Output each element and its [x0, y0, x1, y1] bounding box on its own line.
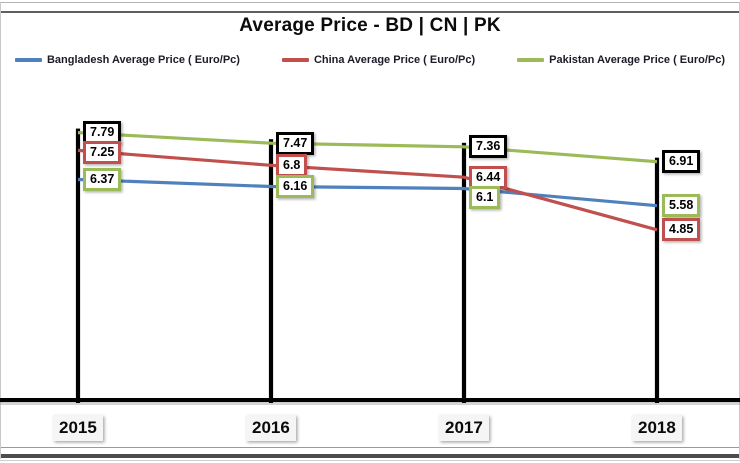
- x-axis-shadow-line: [0, 403, 740, 405]
- data-label: 6.91: [662, 150, 701, 174]
- x-axis-tick-label-2015: 2015: [53, 415, 103, 441]
- legend-line-swatch-icon: [281, 58, 309, 62]
- legend-label: Bangladesh Average Price ( Euro/Pc): [46, 54, 240, 66]
- legend-label: Pakistan Average Price ( Euro/Pc): [549, 54, 726, 66]
- series-line-1: [77, 148, 658, 232]
- data-label: 7.36: [469, 135, 508, 159]
- category-drop-line-2016: [268, 139, 274, 403]
- legend-item-1: China Average Price ( Euro/Pc): [281, 54, 476, 66]
- legend-item-0: Bangladesh Average Price ( Euro/Pc): [14, 54, 240, 66]
- legend-line-swatch-icon: [517, 58, 545, 62]
- legend-item-2: Pakistan Average Price ( Euro/Pc): [517, 54, 725, 66]
- frame-bottom-edge-line: [0, 460, 740, 461]
- category-drop-line-2018: [654, 157, 660, 403]
- data-label: 7.47: [276, 131, 315, 155]
- data-label: 6.1: [469, 185, 501, 209]
- category-drop-line-2017: [461, 142, 467, 403]
- category-drop-line-2015: [75, 128, 81, 403]
- data-label: 6.8: [276, 153, 308, 177]
- data-label: 6.44: [469, 165, 508, 189]
- x-axis-tick-label-2016: 2016: [246, 415, 296, 441]
- series-line-2: [77, 131, 658, 164]
- series-line-0: [77, 177, 658, 208]
- chart-legend: Bangladesh Average Price ( Euro/Pc) China…: [0, 54, 740, 66]
- x-axis-tick-label-2018: 2018: [632, 415, 682, 441]
- frame-left-edge-line: [0, 2, 1, 459]
- frame-bottom-outer-line: [0, 454, 740, 458]
- frame-top-outer-line: [0, 2, 740, 3]
- frame-bottom-inner-line: [0, 447, 740, 448]
- x-axis-line: [0, 398, 740, 403]
- data-label: 7.25: [83, 141, 122, 165]
- data-label: 6.37: [83, 168, 122, 192]
- chart-title: Average Price - BD | CN | PK: [239, 15, 501, 36]
- data-label: 4.85: [662, 218, 701, 242]
- legend-label: China Average Price ( Euro/Pc): [313, 54, 476, 66]
- data-label: 6.16: [276, 174, 315, 198]
- x-axis-tick-label-2017: 2017: [439, 415, 489, 441]
- legend-line-swatch-icon: [14, 58, 42, 62]
- frame-top-inner-line: [0, 11, 740, 13]
- data-label: 5.58: [662, 194, 701, 218]
